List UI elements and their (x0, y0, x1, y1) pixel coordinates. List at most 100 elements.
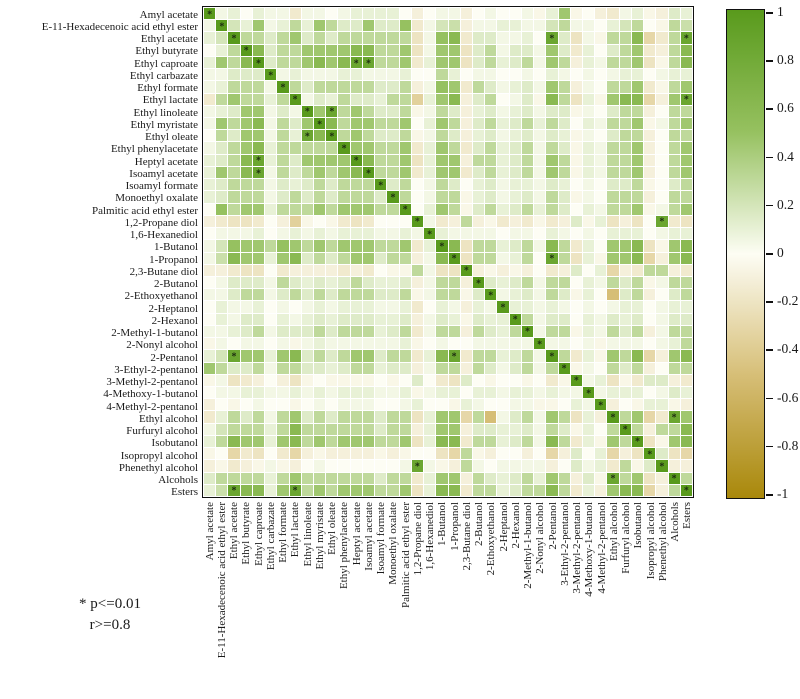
heatmap-cell (362, 8, 375, 20)
heatmap-cell (289, 423, 301, 435)
heatmap-cell (265, 386, 277, 399)
heatmap-cell: * (668, 411, 680, 423)
colorbar-tick-label: -0.4 (777, 341, 799, 357)
heatmap-cell (204, 289, 216, 301)
heatmap-cell (448, 154, 460, 166)
heatmap-cell (387, 435, 399, 448)
heatmap-cell (485, 362, 497, 374)
col-label: Alcohols (669, 502, 681, 542)
heatmap-cell (216, 313, 228, 325)
significance-asterisk: * (671, 473, 677, 485)
heatmap-cell (534, 179, 546, 191)
heatmap-cell (460, 69, 472, 81)
heatmap-cell (509, 32, 521, 44)
heatmap-cell (595, 472, 607, 484)
heatmap-cell (619, 301, 631, 313)
heatmap-cell (411, 240, 424, 252)
heatmap-cell (509, 338, 521, 350)
heatmap-cell (656, 338, 668, 350)
heatmap-cell (644, 264, 656, 276)
heatmap-cell (582, 399, 595, 411)
heatmap-cell (558, 484, 570, 496)
heatmap-cell (668, 215, 680, 228)
heatmap-cell (265, 56, 277, 69)
col-label: Ethyl phenylacetate (338, 502, 351, 590)
heatmap-cell (338, 215, 350, 228)
heatmap-cell (240, 203, 252, 215)
heatmap-cell (424, 191, 436, 203)
heatmap-cell (399, 264, 411, 276)
heatmap-cell (546, 313, 558, 325)
significance-asterisk: * (549, 351, 555, 363)
heatmap-cell: * (607, 472, 619, 484)
heatmap-cell (338, 338, 350, 350)
colorbar-tick-label: 0.4 (777, 148, 794, 164)
heatmap-cell (656, 32, 668, 44)
heatmap-cell (252, 20, 265, 32)
heatmap-cell (436, 301, 448, 313)
heatmap-cell (411, 435, 424, 448)
heatmap-cell (387, 301, 399, 313)
heatmap-cell (534, 69, 546, 81)
heatmap-cell (656, 448, 668, 460)
heatmap-cell (570, 179, 582, 191)
heatmap-cell (424, 399, 436, 411)
heatmap-cell (277, 289, 289, 301)
heatmap-cell (314, 276, 326, 289)
heatmap-cell (546, 338, 558, 350)
heatmap-cell (265, 142, 277, 154)
heatmap-cell (570, 435, 582, 448)
row-label: 2-Heptanol (148, 302, 198, 315)
heatmap-cell (350, 423, 362, 435)
row-label: Amyl acetate (139, 8, 198, 21)
heatmap-cell (534, 423, 546, 435)
heatmap-cell (595, 374, 607, 386)
heatmap-cell (338, 472, 350, 484)
heatmap-cell (204, 374, 216, 386)
heatmap-cell: * (448, 252, 460, 264)
heatmap-cell (546, 460, 558, 472)
heatmap-cell (582, 191, 595, 203)
heatmap-cell (424, 142, 436, 154)
heatmap-cell (314, 154, 326, 166)
heatmap-cell (631, 142, 644, 154)
heatmap-cell (521, 411, 534, 423)
heatmap-cell (277, 435, 289, 448)
heatmap-cell (375, 435, 387, 448)
heatmap-cell (619, 264, 631, 276)
heatmap-cell (387, 423, 399, 435)
heatmap-cell: * (497, 301, 509, 313)
heatmap-cell (558, 435, 570, 448)
heatmap-cell (277, 118, 289, 130)
row-label: 3-Ethyl-2-pentanol (114, 363, 198, 376)
heatmap-cell (558, 399, 570, 411)
heatmap-cell (314, 423, 326, 435)
heatmap-cell (497, 240, 509, 252)
heatmap-cell (252, 105, 265, 118)
heatmap-cell (277, 191, 289, 203)
heatmap-cell (558, 166, 570, 179)
heatmap-cell (252, 350, 265, 362)
heatmap-cell (387, 399, 399, 411)
heatmap-cell (509, 56, 521, 69)
heatmap-cell (228, 154, 240, 166)
heatmap-cell (472, 460, 485, 472)
heatmap-cell (521, 374, 534, 386)
significance-asterisk: * (683, 485, 689, 497)
heatmap-cell (497, 411, 509, 423)
heatmap-cell (216, 215, 228, 228)
heatmap-cell (582, 435, 595, 448)
significance-asterisk: * (231, 485, 237, 497)
heatmap-cell (424, 374, 436, 386)
heatmap-cell (387, 362, 399, 374)
heatmap-cell (656, 142, 668, 154)
significance-asterisk: * (622, 424, 628, 436)
row-label: Esters (171, 486, 198, 499)
heatmap-cell (436, 154, 448, 166)
heatmap-cell (240, 8, 252, 20)
heatmap-cell (350, 240, 362, 252)
heatmap-cell (460, 215, 472, 228)
heatmap-cell (204, 215, 216, 228)
heatmap-cell (460, 142, 472, 154)
